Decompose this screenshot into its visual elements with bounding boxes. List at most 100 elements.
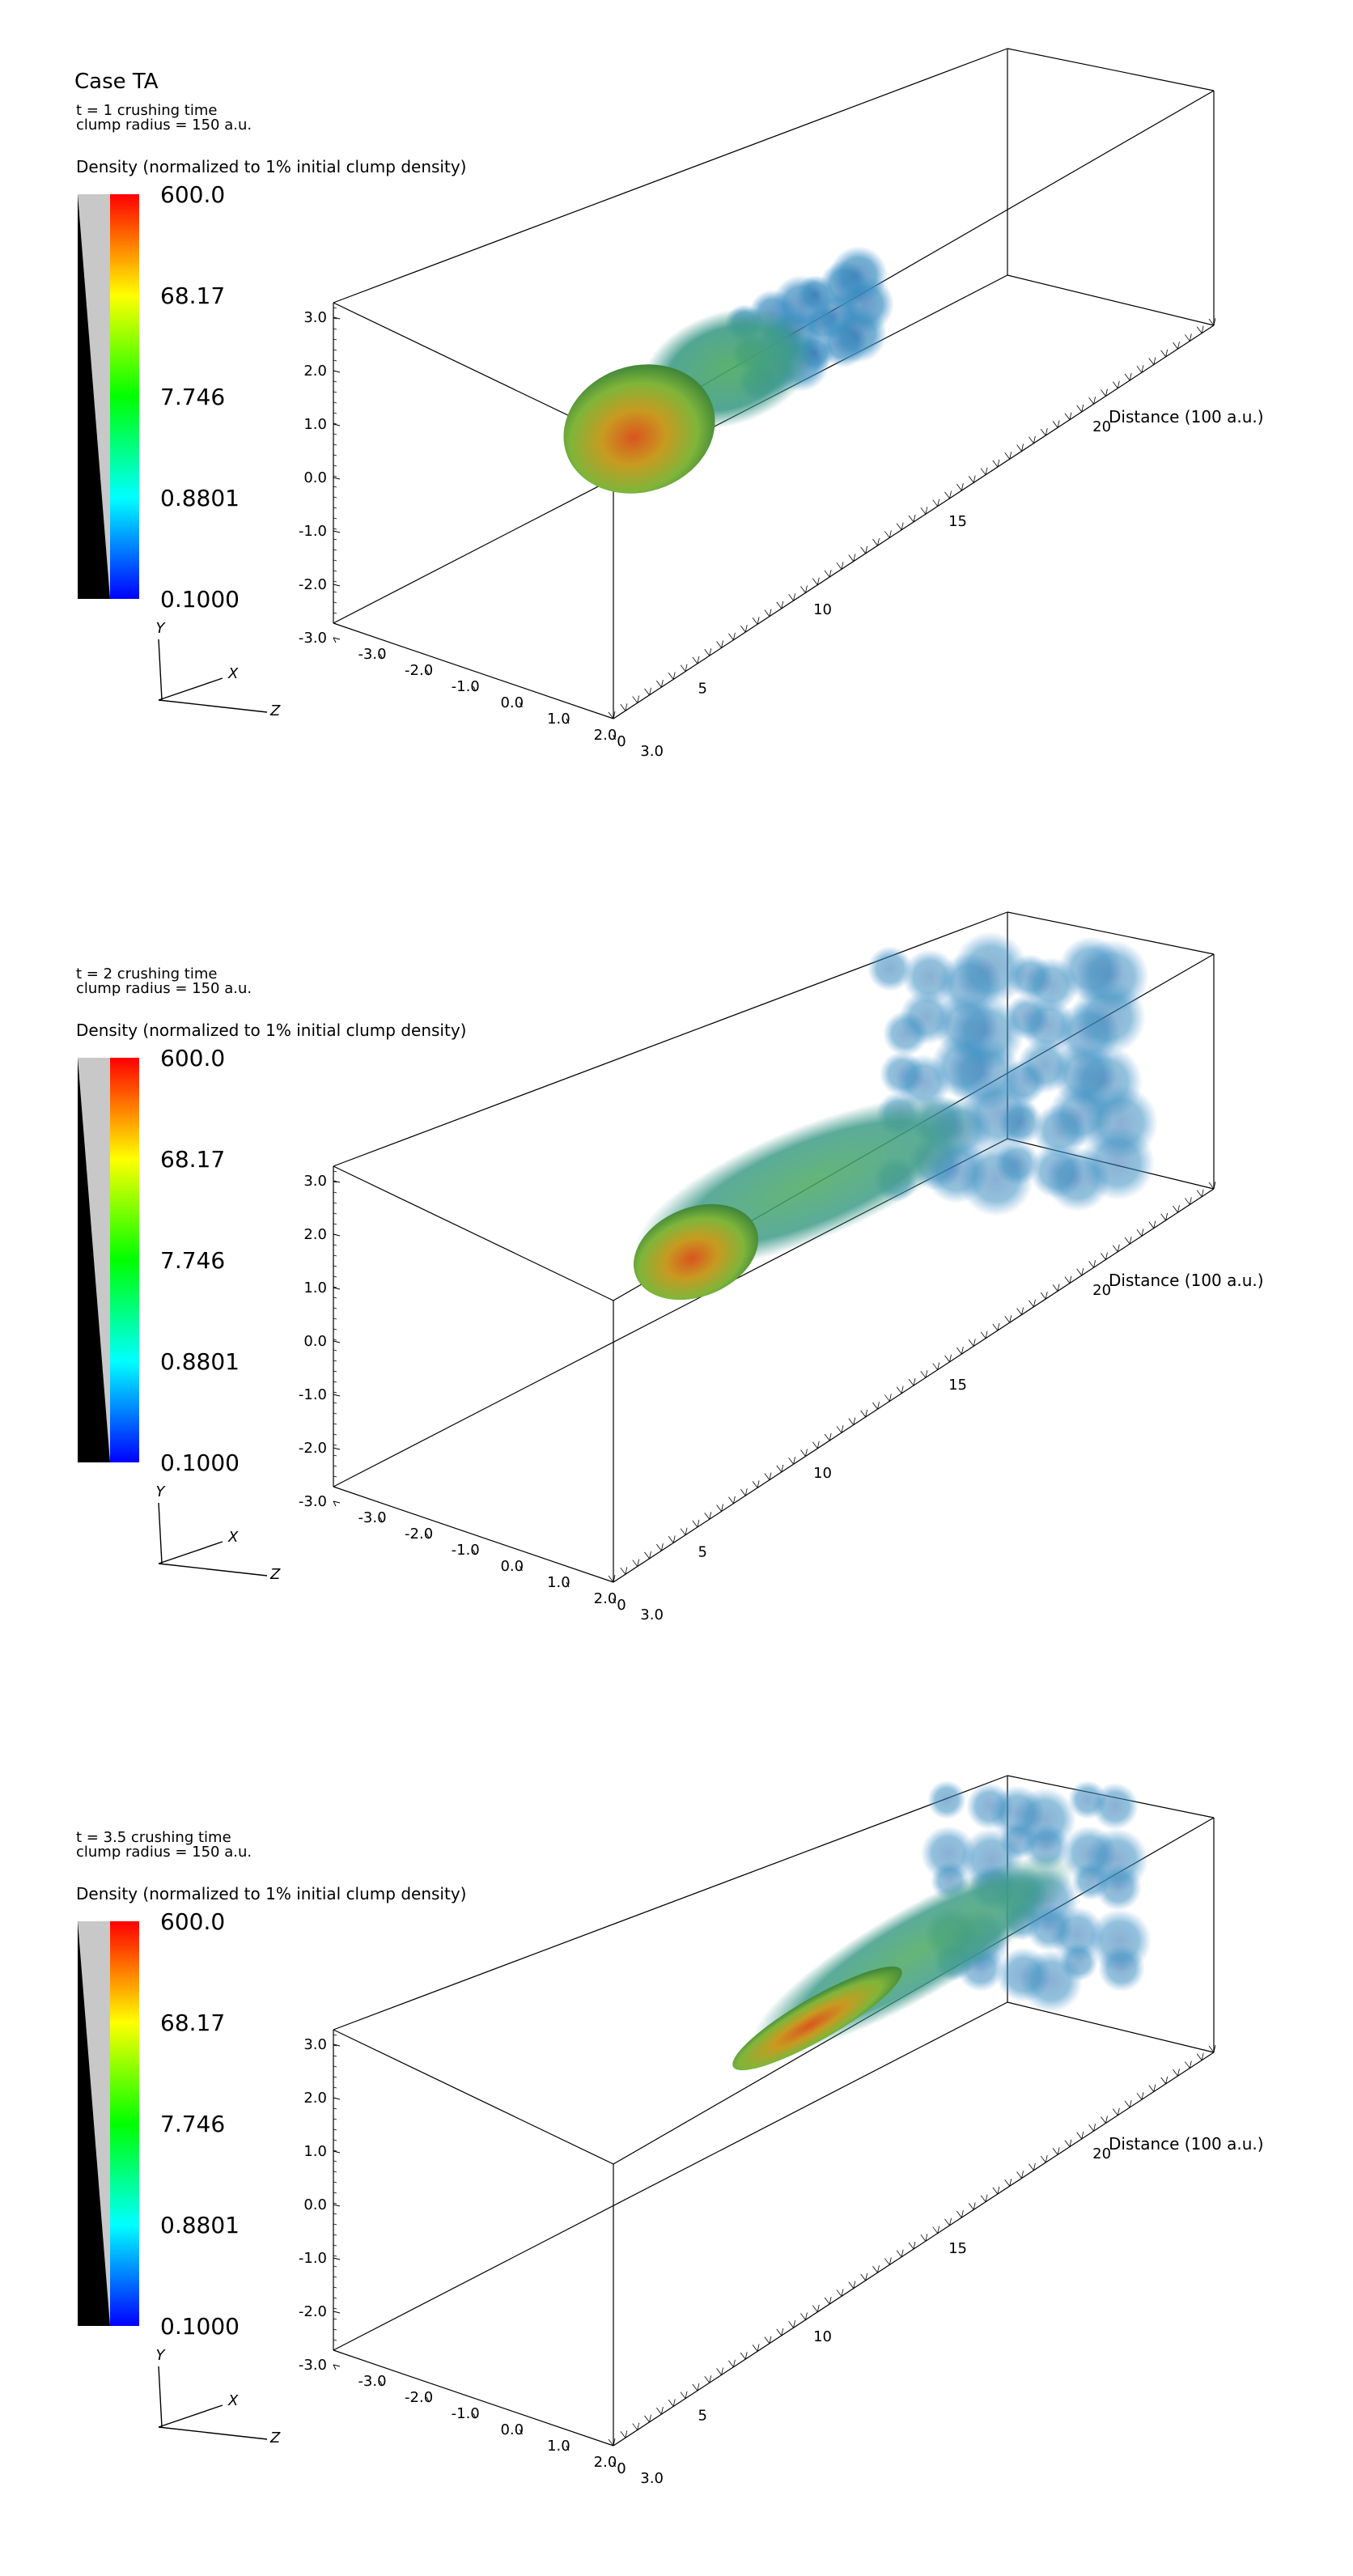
- vertical-axis-tick-label: 3.0: [303, 1173, 327, 1190]
- vertical-axis-minor-tick: [333, 2286, 337, 2289]
- distance-axis-tick-label: 0: [617, 1597, 626, 1614]
- distance-axis-tick: [1093, 2124, 1096, 2132]
- vertical-axis-minor-tick: [333, 1265, 337, 1267]
- distance-axis-tick: [949, 1354, 952, 1362]
- distance-axis-tick: [1045, 1291, 1048, 1300]
- distance-axis-tick: [668, 2400, 674, 2407]
- vertical-axis-minor-tick: [333, 2171, 337, 2173]
- wake-blob: [1059, 1942, 1098, 1981]
- distance-axis-tick: [932, 499, 939, 507]
- vertical-axis-minor-tick: [333, 475, 337, 477]
- distance-axis-tick: [1076, 405, 1083, 413]
- distance-axis-tick: [769, 2336, 772, 2344]
- distance-axis-tick: [728, 1496, 734, 1504]
- clump-density-render: [732, 1780, 1152, 2071]
- distance-axis-tick: [1124, 1237, 1130, 1245]
- vertical-axis-tick: [333, 477, 341, 480]
- colorbar-tick-label: 0.1000: [160, 586, 240, 613]
- distance-axis-tick: [781, 2328, 784, 2336]
- distance-axis-tick: [956, 2210, 962, 2218]
- distance-axis-tick: [613, 711, 616, 719]
- vertical-axis-minor-tick: [333, 1412, 337, 1415]
- distance-axis-tick: [1076, 2132, 1083, 2140]
- distance-axis-tick: [848, 2281, 855, 2289]
- distance-axis-tick: [985, 2194, 988, 2202]
- distance-axis-tick: [740, 625, 746, 633]
- panel-1: 600.0 68.17 7.746 0.8801 0.1000 Y X Z 3.0 2.0 1.0 0…: [0, 0, 1353, 849]
- distance-axis-tick-label: 15: [948, 513, 967, 530]
- distance-axis-tick: [901, 2249, 904, 2257]
- distance-axis-tick: [692, 1520, 698, 1528]
- vertical-axis-tick-label: 0.0: [303, 2196, 327, 2213]
- vertical-axis-minor-tick: [333, 1370, 337, 1373]
- distance-axis-tick: [884, 1394, 890, 1402]
- distance-axis-tick: [1153, 1220, 1156, 1229]
- distance-axis-tick: [1088, 397, 1094, 405]
- depth-axis-tick: [613, 734, 617, 741]
- vertical-axis-tick: [333, 1447, 341, 1450]
- vertical-axis-minor-tick: [333, 1170, 337, 1173]
- vertical-axis-minor-tick: [333, 433, 337, 435]
- vertical-axis-tick-label: -1.0: [299, 1386, 327, 1403]
- orientation-axis-x: [158, 2404, 223, 2428]
- vertical-axis-minor-tick: [333, 538, 337, 541]
- distance-axis-tick: [913, 514, 916, 523]
- distance-axis-tick: [1021, 2171, 1024, 2179]
- distance-axis-tick: [649, 2414, 651, 2422]
- wake-blob: [867, 946, 913, 991]
- vertical-axis-minor-tick: [333, 580, 337, 583]
- depth-axis-tick: [566, 1581, 570, 1588]
- colorbar-tick-label: 600.0: [160, 181, 225, 208]
- distance-axis-tick: [901, 522, 904, 530]
- distance-axis-tick: [985, 467, 988, 475]
- vertical-axis-minor-tick: [333, 528, 337, 530]
- distance-axis-tick: [697, 2383, 700, 2391]
- vertical-axis-tick: [333, 2364, 341, 2367]
- distance-axis-tick: [721, 640, 723, 648]
- vertical-axis-tick-label: 2.0: [303, 2090, 327, 2107]
- distance-axis-tick: [1184, 1198, 1190, 1205]
- time-label: t = 1 crushing time: [76, 102, 218, 119]
- distance-axis-tick: [644, 1551, 650, 1560]
- distance-axis-tick: [1173, 1205, 1178, 1213]
- distance-axis-tick-label: 10: [813, 601, 832, 618]
- distance-axis-tick: [1081, 404, 1084, 413]
- distance-axis-tick: [872, 2265, 878, 2273]
- orientation-axis-y: [158, 639, 163, 701]
- vertical-axis-tick: [333, 2204, 341, 2207]
- distance-axis-tick: [752, 2345, 758, 2352]
- depth-axis-tick-label: -2.0: [405, 1526, 433, 1543]
- wake-blob: [995, 1140, 1040, 1186]
- vertical-axis-minor-tick: [333, 465, 337, 467]
- distance-axis-tick: [620, 2431, 626, 2438]
- depth-axis-tick: [519, 702, 523, 708]
- distance-axis-tick: [672, 672, 676, 680]
- vertical-axis-tick: [333, 2150, 341, 2154]
- distance-axis-tick: [1009, 2179, 1012, 2187]
- distance-axis-tick: [1160, 1213, 1166, 1221]
- orientation-label-z: Z: [269, 2430, 281, 2447]
- distance-axis-tick: [889, 2257, 892, 2265]
- distance-axis-tick: [660, 2407, 664, 2415]
- distance-axis-tick: [744, 624, 748, 633]
- distance-axis-tick: [836, 2290, 842, 2297]
- depth-axis: -3.0 -2.0 -1.0 0.0 1.0 2.0 3.0: [333, 1500, 664, 1623]
- distance-axis-tick: [829, 1432, 832, 1441]
- vertical-axis-minor-tick: [333, 2328, 337, 2331]
- distance-axis-tick: [1040, 2155, 1046, 2163]
- distance-axis-tick: [812, 2305, 818, 2313]
- distance-axis-tick: [1105, 2116, 1108, 2124]
- vertical-axis-minor-tick: [333, 1328, 337, 1330]
- distance-axis-tick: [697, 656, 700, 664]
- colorbar-title: Density (normalized to 1% initial clump …: [76, 157, 467, 176]
- vertical-axis-minor-tick: [333, 1212, 337, 1215]
- vertical-axis-minor-tick: [333, 1391, 337, 1394]
- distance-axis-tick: [1124, 373, 1130, 381]
- depth-axis-tick-label: -1.0: [452, 1542, 480, 1559]
- distance-axis-tick: [848, 554, 855, 562]
- vertical-axis-tick-label: -2.0: [299, 576, 327, 593]
- distance-axis-tick: [1052, 421, 1058, 428]
- distance-axis-tick: [1141, 365, 1144, 373]
- vertical-axis-minor-tick: [333, 507, 337, 509]
